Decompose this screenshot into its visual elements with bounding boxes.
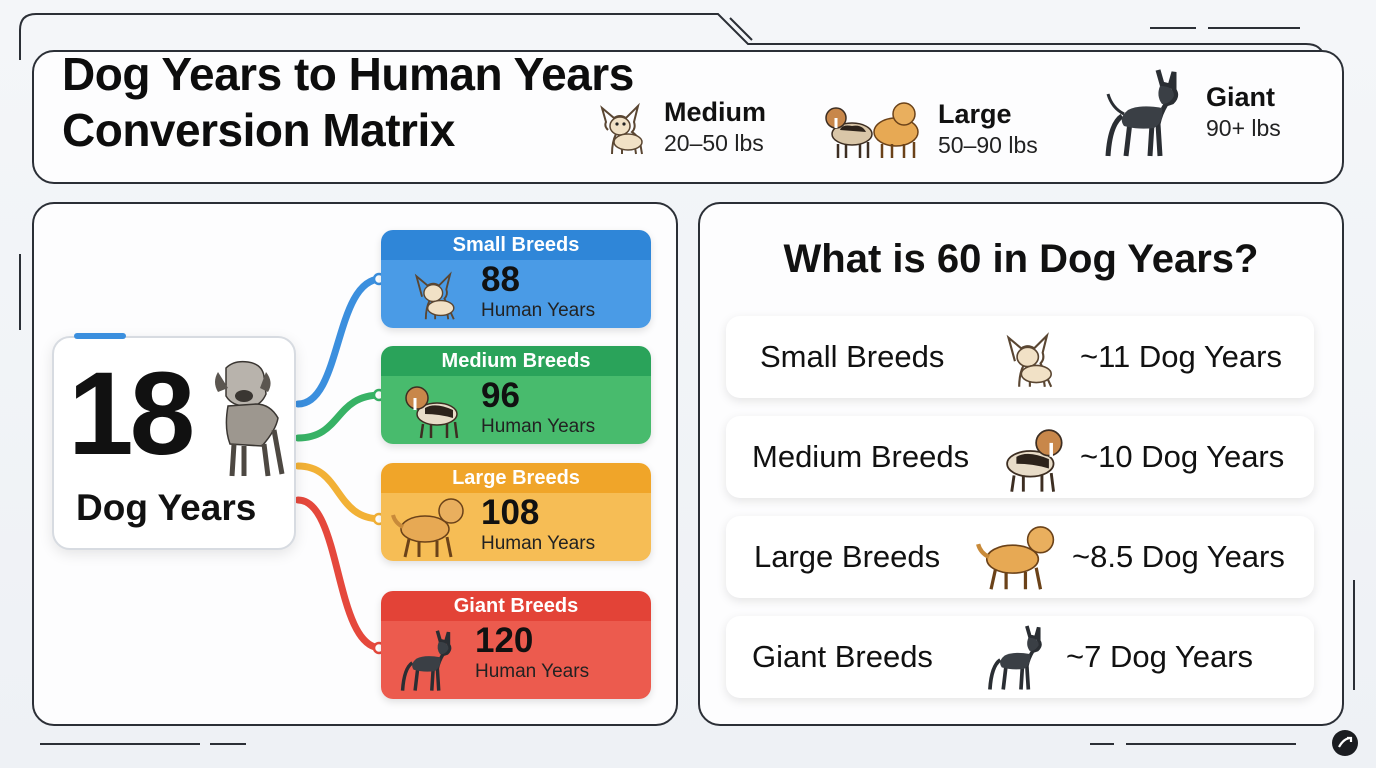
dog-age-hub: 18 Dog Years: [52, 333, 296, 550]
card-body: 88 Human Years: [381, 260, 651, 328]
card-body: 108 Human Years: [381, 493, 651, 561]
legend-weight: 50–90 lbs: [938, 132, 1038, 158]
card-unit: Human Years: [481, 416, 596, 437]
row-label: Medium Breeds: [752, 439, 970, 474]
card-unit: Human Years: [481, 533, 596, 554]
chihuahua-icon: [414, 271, 455, 320]
legend-item-medium: Medium 20–50 lbs: [594, 96, 766, 158]
card-unit: Human Years: [481, 300, 596, 321]
golden-retriever-icon: [976, 526, 1055, 590]
connector-line: [294, 462, 385, 523]
row-label: Small Breeds: [760, 339, 945, 374]
card-title: Large Breeds: [381, 463, 651, 493]
result-card-giant-breeds: Giant Breeds 120 Human Years: [381, 591, 651, 699]
result-row-large-breeds: Large Breeds ~8.5 Dog Years: [726, 516, 1314, 598]
row-result: ~7 Dog Years: [1066, 639, 1254, 674]
page-title-line-1: Dog Years to Human Years: [62, 48, 634, 100]
legend-weight: 20–50 lbs: [664, 130, 764, 156]
chihuahua-icon: [600, 102, 643, 155]
row-result: ~11 Dog Years: [1080, 339, 1282, 374]
corner-logo-icon: [1332, 730, 1358, 756]
golden-retriever-icon: [391, 498, 464, 558]
card-value: 96: [481, 376, 520, 415]
chihuahua-icon: [1006, 332, 1053, 388]
result-row-small-breeds: Small Breeds ~11 Dog Years: [726, 316, 1314, 398]
result-card-large-breeds: Large Breeds 108 Human Years: [381, 463, 651, 561]
row-label: Large Breeds: [754, 539, 941, 574]
connector-line: [294, 496, 385, 652]
great-dane-icon: [400, 630, 452, 691]
legend-item-giant: Giant 90+ lbs: [1100, 64, 1281, 160]
card-title: Medium Breeds: [381, 346, 651, 376]
hub-label: Dog Years: [76, 487, 257, 528]
legend-item-large: Large 50–90 lbs: [822, 96, 1038, 162]
legend-name: Giant: [1206, 82, 1276, 112]
legend-name: Large: [938, 99, 1012, 129]
result-row-giant-breeds: Giant Breeds ~7 Dog Years: [726, 616, 1314, 698]
result-row-medium-breeds: Medium Breeds ~10 Dog Years: [726, 416, 1314, 498]
beagle-icon: [1006, 429, 1063, 492]
mastiff-icon: [215, 360, 285, 477]
right-panel-title: What is 60 in Dog Years?: [783, 237, 1259, 281]
page-title-line-2: Conversion Matrix: [62, 104, 455, 156]
card-title: Giant Breeds: [381, 591, 651, 621]
card-value: 120: [475, 621, 534, 660]
card-value: 88: [481, 260, 520, 299]
card-value: 108: [481, 493, 540, 532]
legend-weight: 90+ lbs: [1206, 115, 1281, 141]
card-body: 120 Human Years: [381, 621, 651, 699]
row-result: ~10 Dog Years: [1080, 439, 1285, 474]
connector-line: [294, 275, 385, 408]
connector-line: [294, 391, 385, 442]
great-dane-icon: [1105, 69, 1179, 157]
legend-name: Medium: [664, 97, 767, 127]
row-result: ~8.5 Dog Years: [1072, 539, 1285, 574]
hub-number: 18: [68, 348, 195, 480]
card-unit: Human Years: [475, 661, 590, 682]
hub-accent-bar: [74, 333, 126, 339]
beagle-and-retriever-icon: [825, 102, 919, 158]
great-dane-icon: [988, 625, 1042, 690]
result-card-small-breeds: Small Breeds 88 Human Years: [381, 230, 651, 328]
card-title: Small Breeds: [381, 230, 651, 260]
beagle-icon: [405, 386, 459, 439]
result-card-medium-breeds: Medium Breeds 96 Human Years: [381, 346, 651, 444]
row-label: Giant Breeds: [752, 639, 933, 674]
card-body: 96 Human Years: [381, 376, 651, 444]
